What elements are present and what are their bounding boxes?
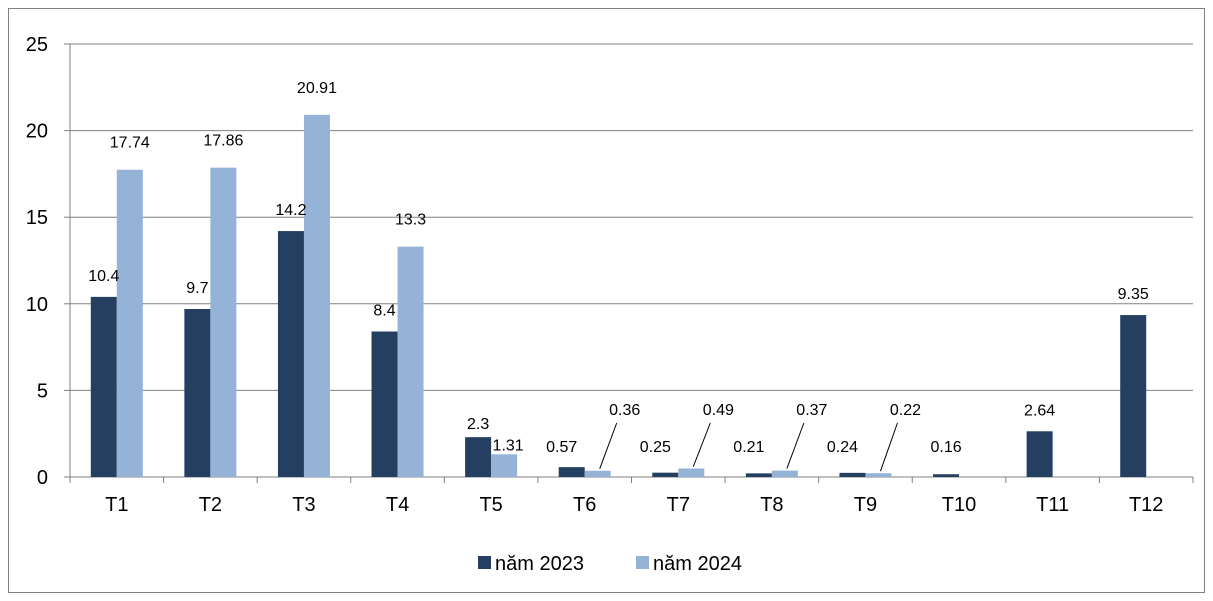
y-tick-label: 0: [37, 467, 48, 489]
bar-2024[interactable]: [397, 246, 424, 477]
x-tick-label: T1: [105, 494, 128, 516]
data-label-2024: 0.36: [609, 402, 640, 419]
data-label-2024: 17.86: [203, 133, 243, 150]
bar-2023[interactable]: [1120, 315, 1147, 477]
data-label-2023: 0.24: [827, 439, 858, 456]
y-tick-label: 20: [26, 121, 48, 143]
legend-label-2024: năm 2024: [653, 553, 742, 575]
legend-label-2023: năm 2023: [495, 553, 584, 575]
data-label-2023: 0.57: [546, 439, 577, 456]
data-label-2023: 2.64: [1024, 402, 1055, 419]
leader-line: [692, 422, 711, 467]
data-label-2024: 0.22: [890, 402, 921, 419]
x-tick-label: T9: [854, 494, 877, 516]
x-tick-label: T7: [667, 494, 690, 516]
data-label-2023: 10.4: [88, 268, 119, 285]
bar-2023[interactable]: [933, 474, 960, 477]
leader-line: [599, 422, 618, 469]
leader-line: [786, 422, 805, 469]
y-tick-label: 15: [26, 207, 48, 229]
data-label-2024: 1.31: [493, 437, 524, 454]
data-label-2023: 0.16: [930, 439, 961, 456]
bar-2024[interactable]: [116, 169, 143, 477]
data-label-2024: 17.74: [110, 135, 150, 152]
x-tick-label: T2: [199, 494, 222, 516]
bar-2023[interactable]: [745, 473, 772, 477]
bar-2023[interactable]: [465, 437, 492, 477]
bar-2023[interactable]: [652, 472, 679, 477]
data-label-2023: 9.7: [186, 280, 208, 297]
bar-2024[interactable]: [210, 167, 237, 477]
y-tick-label: 5: [37, 380, 48, 402]
bar-2024[interactable]: [584, 470, 611, 477]
bar-2024[interactable]: [303, 114, 330, 477]
y-tick-label: 10: [26, 294, 48, 316]
x-tick-label: T8: [760, 494, 783, 516]
data-label-2023: 0.21: [733, 439, 764, 456]
x-tick-label: T10: [942, 494, 976, 516]
bar-2024[interactable]: [678, 468, 705, 477]
data-label-2024: 0.49: [703, 402, 734, 419]
bar-2024[interactable]: [865, 473, 892, 477]
x-tick-label: T11: [1036, 494, 1069, 516]
chart-frame: [8, 8, 1205, 593]
data-label-2023: 0.25: [640, 439, 671, 456]
data-label-2023: 8.4: [373, 303, 395, 320]
x-tick-label: T4: [386, 494, 409, 516]
bar-2023[interactable]: [277, 231, 304, 477]
data-label-2023: 2.3: [467, 416, 489, 433]
data-label-2023: 9.35: [1118, 286, 1149, 303]
x-tick-label: T12: [1129, 494, 1163, 516]
legend-swatch-2024: [636, 556, 649, 569]
leader-line: [879, 422, 898, 472]
data-label-2024: 20.91: [297, 80, 337, 97]
bar-2023[interactable]: [184, 308, 211, 477]
bar-2023[interactable]: [1026, 431, 1053, 477]
x-tick-label: T5: [479, 494, 502, 516]
bar-2023[interactable]: [371, 331, 398, 477]
bar-2023[interactable]: [839, 472, 866, 477]
y-tick-label: 25: [26, 34, 48, 56]
legend-swatch-2023: [478, 556, 491, 569]
bar-2024[interactable]: [771, 470, 798, 477]
bar-2024[interactable]: [491, 454, 518, 477]
bar-2023[interactable]: [558, 467, 585, 477]
bar-2023[interactable]: [90, 296, 117, 477]
data-label-2023: 14.2: [275, 202, 306, 219]
data-label-2024: 0.37: [796, 402, 827, 419]
x-tick-label: T6: [573, 494, 596, 516]
x-tick-label: T3: [292, 494, 315, 516]
data-label-2024: 13.3: [395, 212, 426, 229]
